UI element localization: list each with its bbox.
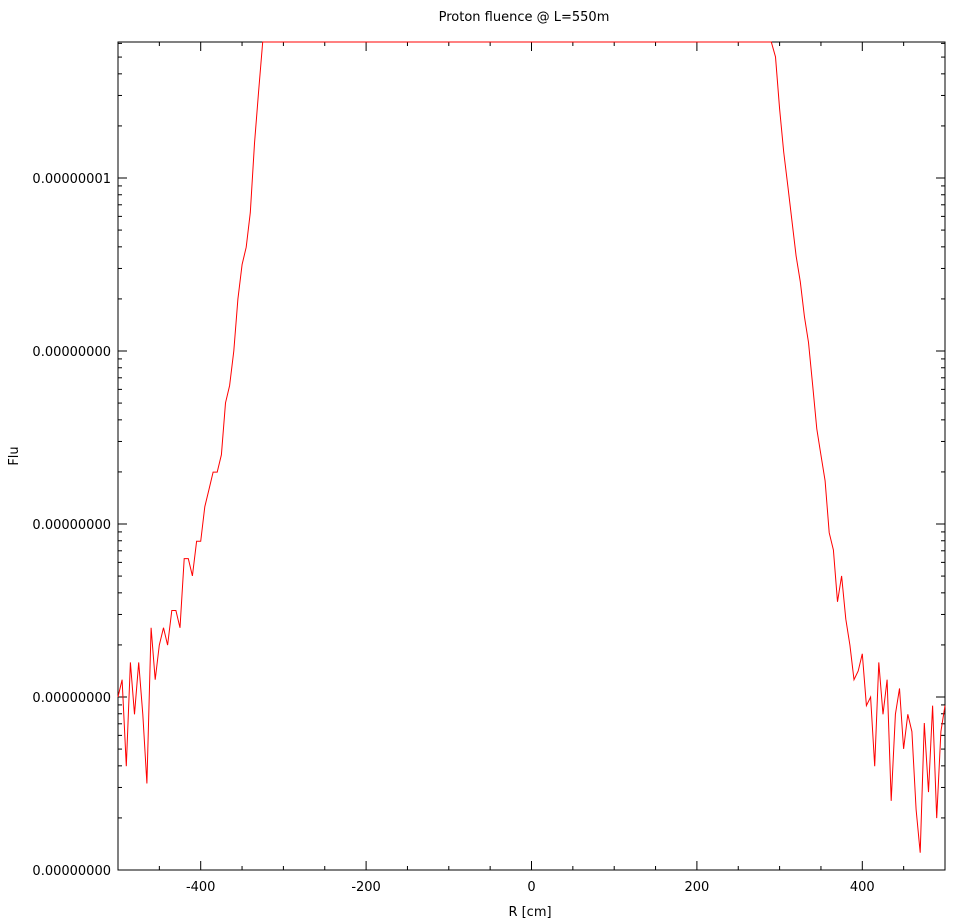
tick-marks (117, 42, 946, 871)
x-tick-label: -200 (351, 880, 381, 895)
y-axis-title: Flu (7, 446, 22, 465)
x-tick-labels: -400 -200 0 200 400 (186, 880, 875, 895)
y-tick-label: 0.00000000 (32, 864, 111, 879)
series-line-fluence (117, 41, 946, 853)
y-tick-label: 0.00000000 (32, 518, 111, 533)
y-tick-labels: 0.00000000 0.00000000 0.00000000 0.00000000… (32, 172, 111, 879)
x-tick-label: 200 (684, 880, 709, 895)
x-tick-label: 0 (527, 880, 535, 895)
x-tick-label: -400 (186, 880, 216, 895)
y-tick-label: 0.00000000 (32, 345, 111, 360)
y-tick-label: 0.00000001 (32, 172, 111, 187)
x-axis-title: R [cm] (508, 905, 551, 920)
x-tick-label: 400 (850, 880, 875, 895)
y-tick-label: 0.00000000 (32, 691, 111, 706)
chart-title: Proton fluence @ L=550m (439, 10, 610, 25)
